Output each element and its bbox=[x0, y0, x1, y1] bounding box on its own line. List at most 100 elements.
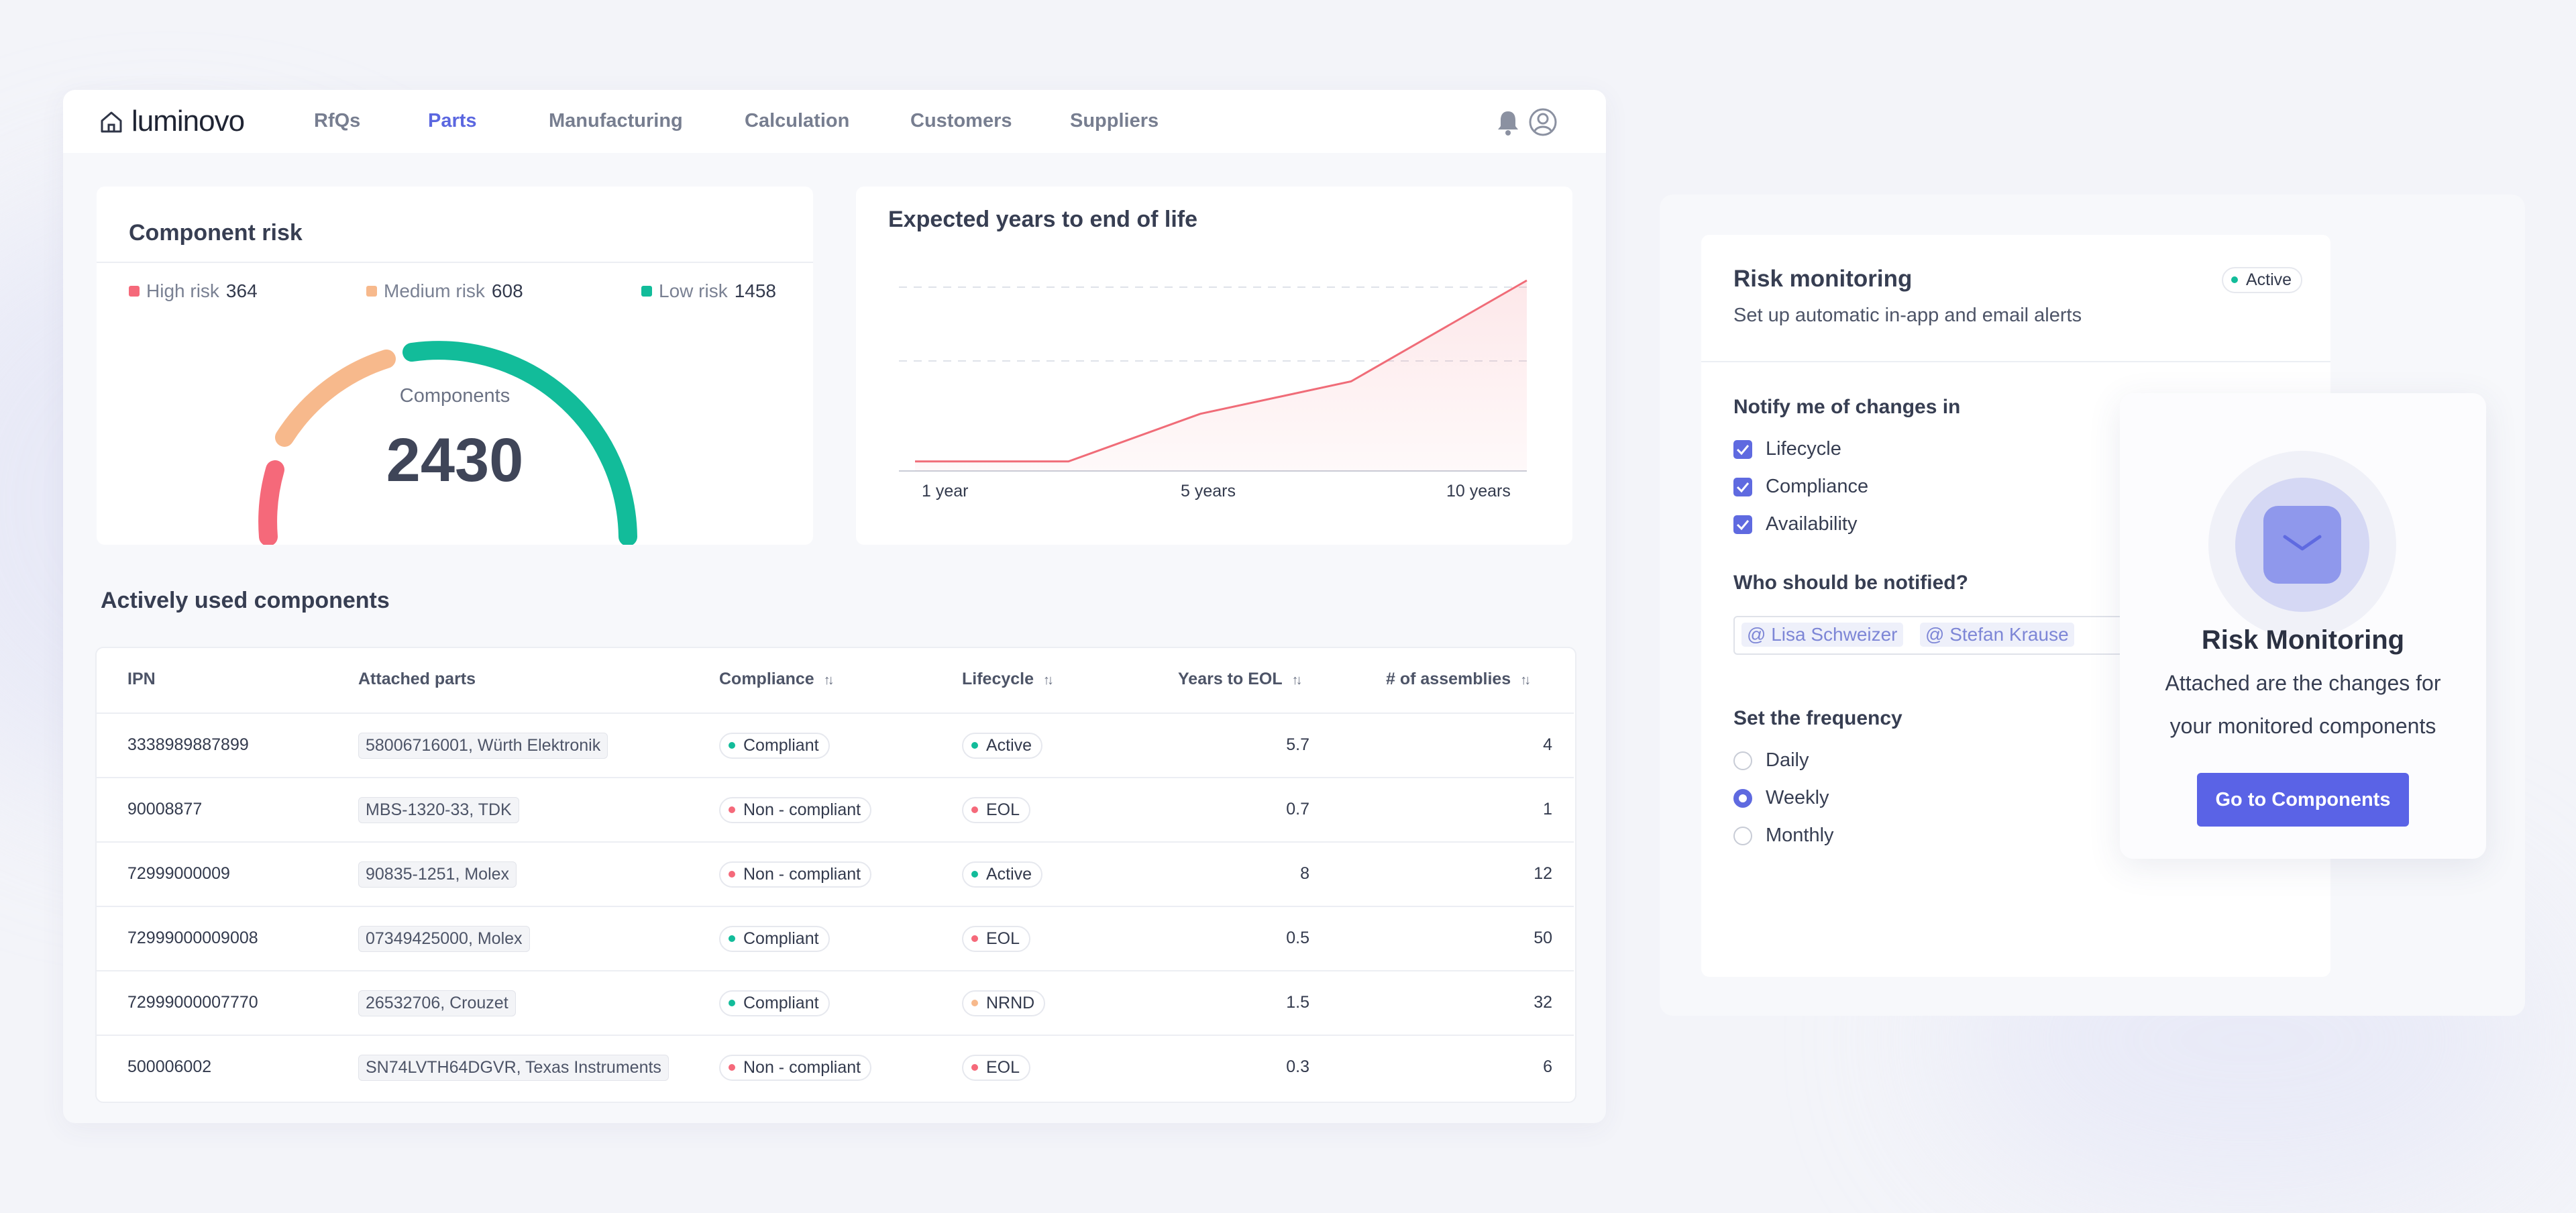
sort-icon: ↑↓ bbox=[1043, 673, 1054, 688]
table-cell-part: MBS-1320-33, TDK bbox=[358, 797, 519, 823]
sort-icon: ↑↓ bbox=[1520, 673, 1531, 688]
gauge-label: Components bbox=[399, 385, 511, 407]
top-nav: luminovo bbox=[63, 90, 1606, 153]
eol-chart-title: Expected years to end of life bbox=[888, 207, 1198, 232]
checkbox-label-compliance: Compliance bbox=[1766, 476, 1869, 497]
col-attached-parts[interactable]: Attached parts bbox=[358, 670, 476, 688]
col-ipn[interactable]: IPN bbox=[127, 670, 156, 688]
table-cell-part: 26532706, Crouzet bbox=[358, 990, 516, 1016]
gauge-low-segment bbox=[402, 341, 637, 545]
check-icon bbox=[1736, 482, 1750, 493]
component-risk-card: Component risk High risk 364 Medium risk 6… bbox=[97, 187, 813, 545]
legend-medium-risk: Medium risk 608 bbox=[366, 280, 523, 302]
checkbox-lifecycle[interactable] bbox=[1733, 440, 1752, 459]
table-title: Actively used components bbox=[101, 588, 390, 613]
row-divider bbox=[95, 906, 1574, 907]
notification-popup: Risk Monitoring Attached are the changes… bbox=[2120, 393, 2486, 859]
nav-item-parts[interactable]: Parts bbox=[428, 110, 477, 131]
table-cell-ipn: 72999000007770 bbox=[127, 993, 258, 1012]
x-tick-2: 5 years bbox=[1181, 482, 1236, 500]
col-assemblies[interactable]: # of assemblies ↑↓ bbox=[1386, 670, 1531, 688]
lifecycle-badge: EOL bbox=[962, 926, 1031, 952]
lifecycle-badge: Active bbox=[962, 861, 1043, 888]
recipient-chip[interactable]: @ Lisa Schweizer bbox=[1741, 623, 1903, 647]
home-icon[interactable] bbox=[98, 109, 125, 136]
recipients-input[interactable]: @ Lisa Schweizer @ Stefan Krause bbox=[1733, 616, 2310, 655]
table-cell-years: 1.5 bbox=[1286, 993, 1309, 1012]
status-badge: Active bbox=[2222, 267, 2303, 293]
row-divider bbox=[95, 841, 1574, 843]
lifecycle-badge: EOL bbox=[962, 797, 1031, 823]
col-lifecycle[interactable]: Lifecycle ↑↓ bbox=[962, 670, 1054, 688]
risk-gauge bbox=[258, 341, 637, 545]
table-cell-years: 0.7 bbox=[1286, 800, 1309, 819]
nav-item-manufacturing[interactable]: Manufacturing bbox=[549, 110, 683, 131]
table-cell-years: 8 bbox=[1300, 864, 1309, 883]
recipient-chip[interactable]: @ Stefan Krause bbox=[1920, 623, 2074, 647]
popup-line-2: your monitored components bbox=[2169, 714, 2436, 738]
radio-label-monthly: Monthly bbox=[1766, 825, 1834, 846]
legend-low-risk: Low risk 1458 bbox=[641, 280, 776, 302]
table-cell-ipn: 500006002 bbox=[127, 1057, 212, 1076]
gauge-value: 2430 bbox=[386, 426, 524, 494]
gauge-high-segment bbox=[258, 460, 284, 545]
table-cell-assemblies: 50 bbox=[1534, 929, 1552, 947]
nav-item-rfqs[interactable]: RfQs bbox=[314, 110, 361, 131]
bell-icon[interactable] bbox=[1495, 107, 1521, 137]
mail-icon bbox=[2263, 506, 2341, 584]
table-cell-part: 07349425000, Molex bbox=[358, 926, 530, 952]
table-cell-years: 5.7 bbox=[1286, 735, 1309, 754]
mail-badge bbox=[2208, 451, 2396, 639]
popup-line-1: Attached are the changes for bbox=[2165, 671, 2441, 695]
table-cell-part: SN74LVTH64DGVR, Texas Instruments bbox=[358, 1055, 669, 1081]
eol-chart-card: Expected years to end of life 1 year 5 y… bbox=[856, 187, 1572, 545]
row-divider bbox=[95, 1035, 1574, 1036]
table-cell-assemblies: 1 bbox=[1543, 800, 1552, 819]
compliance-badge: Non - compliant bbox=[719, 1055, 872, 1081]
logo-text[interactable]: luminovo bbox=[131, 105, 245, 138]
nav-item-customers[interactable]: Customers bbox=[910, 110, 1012, 131]
compliance-badge: Non - compliant bbox=[719, 797, 872, 823]
legend-high-risk: High risk 364 bbox=[129, 280, 258, 302]
table-cell-assemblies: 12 bbox=[1534, 864, 1552, 883]
radio-weekly[interactable] bbox=[1733, 789, 1752, 808]
checkbox-compliance[interactable] bbox=[1733, 478, 1752, 496]
compliance-badge: Compliant bbox=[719, 733, 830, 759]
row-divider bbox=[95, 970, 1574, 971]
checkbox-label-availability: Availability bbox=[1766, 513, 1858, 535]
table-cell-assemblies: 32 bbox=[1534, 993, 1552, 1012]
lifecycle-badge: NRND bbox=[962, 990, 1046, 1016]
compliance-badge: Compliant bbox=[719, 990, 830, 1016]
monitor-subtitle: Set up automatic in-app and email alerts bbox=[1733, 305, 2082, 326]
checkbox-label-lifecycle: Lifecycle bbox=[1766, 438, 1841, 460]
compliance-badge: Non - compliant bbox=[719, 861, 872, 888]
radio-monthly[interactable] bbox=[1733, 827, 1752, 845]
col-years-to-eol[interactable]: Years to EOL ↑↓ bbox=[1178, 670, 1303, 688]
table-cell-years: 0.3 bbox=[1286, 1057, 1309, 1076]
lifecycle-badge: EOL bbox=[962, 1055, 1031, 1081]
radio-label-weekly: Weekly bbox=[1766, 787, 1829, 808]
table-cell-years: 0.5 bbox=[1286, 929, 1309, 947]
nav-item-calculation[interactable]: Calculation bbox=[745, 110, 850, 131]
radio-label-daily: Daily bbox=[1766, 749, 1809, 771]
table-cell-assemblies: 4 bbox=[1543, 735, 1552, 754]
user-avatar-icon[interactable] bbox=[1528, 107, 1558, 137]
table-cell-assemblies: 6 bbox=[1543, 1057, 1552, 1076]
go-to-components-button[interactable]: Go to Components bbox=[2197, 773, 2409, 827]
table-cell-ipn: 90008877 bbox=[127, 800, 203, 819]
popup-title: Risk Monitoring bbox=[2201, 625, 2405, 655]
eol-chart bbox=[899, 279, 1527, 472]
row-divider bbox=[95, 777, 1574, 778]
sort-icon: ↑↓ bbox=[1291, 673, 1303, 688]
monitor-title: Risk monitoring bbox=[1733, 266, 1913, 292]
checkbox-availability[interactable] bbox=[1733, 515, 1752, 534]
table-cell-ipn: 72999000009008 bbox=[127, 929, 258, 947]
notify-title: Notify me of changes in bbox=[1733, 396, 1961, 418]
component-risk-title: Component risk bbox=[129, 220, 303, 246]
col-compliance[interactable]: Compliance ↑↓ bbox=[719, 670, 835, 688]
nav-item-suppliers[interactable]: Suppliers bbox=[1070, 110, 1159, 131]
table-cell-part: 58006716001, Würth Elektronik bbox=[358, 733, 608, 759]
who-title: Who should be notified? bbox=[1733, 572, 1968, 594]
radio-daily[interactable] bbox=[1733, 751, 1752, 770]
lifecycle-badge: Active bbox=[962, 733, 1043, 759]
